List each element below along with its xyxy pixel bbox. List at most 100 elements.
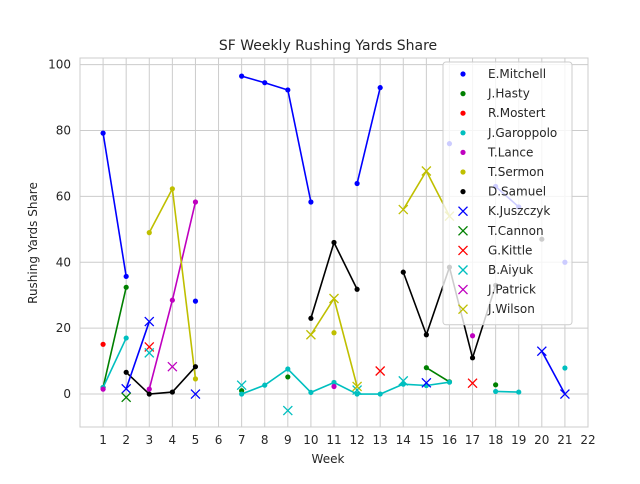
- legend-marker-k-juszczyk: [458, 206, 468, 217]
- data-point-j-wilson: [352, 381, 363, 392]
- y-tick-label: 100: [48, 58, 71, 72]
- data-point-j-hasty: [423, 365, 429, 371]
- series-line-j-garoppolo: [241, 368, 450, 395]
- legend-box: [442, 61, 573, 326]
- x-tick-label: 1: [99, 433, 107, 447]
- data-point-j-garoppolo: [285, 366, 291, 372]
- series-k-juszczyk: [121, 316, 570, 400]
- data-point-j-patrick: [167, 361, 178, 372]
- series-line-k-juszczyk: [125, 321, 151, 390]
- data-point-d-samuel: [400, 269, 406, 275]
- data-point-e-mitchell: [262, 80, 268, 86]
- legend-marker-r-mostert: [460, 110, 466, 116]
- series-line-e-mitchell: [102, 132, 127, 277]
- series-line-j-hasty: [425, 367, 450, 383]
- data-point-b-aiyuk: [236, 380, 247, 391]
- series-j-wilson: [305, 166, 455, 392]
- data-point-j-hasty: [493, 382, 499, 388]
- legend-marker-e-mitchell: [460, 71, 466, 77]
- series-j-patrick: [167, 361, 178, 372]
- data-point-d-samuel: [192, 364, 199, 370]
- data-point-j-hasty: [123, 284, 129, 290]
- series-line-j-garoppolo: [102, 337, 127, 388]
- legend-label-k-juszczyk: K.Juszczyk: [488, 204, 550, 218]
- x-tick-label: 18: [488, 433, 503, 447]
- data-point-g-kittle: [467, 378, 478, 389]
- data-point-j-wilson: [398, 204, 409, 215]
- x-tick-label: 6: [215, 433, 223, 447]
- data-point-d-samuel: [308, 315, 314, 321]
- legend-label-e-mitchell: E.Mitchell: [488, 67, 546, 81]
- legend-label-j-hasty: J.Hasty: [487, 87, 530, 101]
- data-point-j-garoppolo: [331, 379, 337, 386]
- data-point-e-mitchell: [192, 298, 199, 304]
- x-tick-label: 4: [169, 433, 177, 447]
- legend-marker-b-aiyuk: [458, 265, 468, 275]
- data-point-d-samuel: [354, 286, 360, 292]
- data-point-e-mitchell: [100, 130, 106, 136]
- chart-title: SF Weekly Rushing Yards Share: [219, 38, 437, 54]
- tick-labels: 1 2 3 4 5 6 7 8 9 10 11 12 13 14 15 16 17 18 19 20 21 2202040…: [48, 58, 596, 447]
- y-tick-label: 60: [56, 189, 71, 203]
- data-point-r-mostert: [100, 341, 106, 347]
- legend-label-d-samuel: D.Samuel: [488, 185, 546, 199]
- x-tick-label: 16: [442, 433, 457, 447]
- series-j-garoppolo: [100, 335, 568, 397]
- y-tick-label: 40: [56, 255, 71, 269]
- data-point-e-mitchell: [285, 87, 291, 93]
- series-b-aiyuk: [144, 347, 409, 416]
- data-point-k-juszczyk: [121, 383, 132, 394]
- data-point-t-cannon: [121, 392, 132, 403]
- legend-label-j-patrick: J.Patrick: [487, 283, 536, 297]
- data-point-d-samuel: [146, 391, 152, 397]
- data-point-t-lance: [192, 199, 199, 205]
- x-tick-label: 7: [238, 433, 246, 447]
- legend-label-t-lance: T.Lance: [487, 145, 533, 159]
- data-point-k-juszczyk: [421, 377, 432, 388]
- legend-marker-d-samuel: [460, 189, 466, 195]
- data-point-t-lance: [469, 333, 476, 339]
- legend-marker-t-sermon: [460, 169, 466, 175]
- x-tick-label: 10: [303, 433, 318, 447]
- legend-marker-j-patrick: [458, 284, 468, 295]
- data-point-t-lance: [169, 297, 175, 303]
- x-tick-label: 21: [557, 433, 572, 447]
- series-line-d-samuel: [125, 366, 197, 395]
- x-tick-label: 19: [511, 433, 526, 447]
- data-point-t-lance: [331, 383, 337, 390]
- series-line-j-hasty: [102, 287, 127, 388]
- legend-label-r-mostert: R.Mostert: [488, 106, 546, 120]
- data-point-k-juszczyk: [144, 316, 155, 327]
- series-t-lance: [100, 199, 476, 392]
- x-tick-label: 22: [580, 433, 595, 447]
- legend-marker-t-cannon: [458, 225, 468, 236]
- x-tick-label: 13: [373, 433, 388, 447]
- data-point-t-sermon: [169, 186, 175, 192]
- legend-label-t-sermon: T.Sermon: [487, 165, 544, 179]
- series-line-e-mitchell: [356, 87, 381, 184]
- data-point-j-garoppolo: [562, 365, 568, 371]
- data-point-d-samuel: [169, 389, 175, 395]
- x-tick-label: 3: [145, 433, 153, 447]
- data-point-j-wilson: [329, 293, 339, 304]
- data-point-b-aiyuk: [144, 347, 155, 358]
- data-point-b-aiyuk: [398, 375, 409, 386]
- legend-marker-t-lance: [460, 149, 466, 155]
- y-tick-label: 0: [63, 387, 71, 401]
- legend-label-g-kittle: G.Kittle: [488, 243, 532, 257]
- series-t-cannon: [121, 392, 132, 403]
- data-point-e-mitchell: [239, 73, 245, 79]
- data-point-e-mitchell: [377, 85, 383, 91]
- data-point-t-sermon: [146, 230, 152, 236]
- data-point-k-juszczyk: [190, 389, 201, 400]
- data-point-d-samuel: [331, 239, 337, 246]
- data-point-j-garoppolo: [239, 391, 245, 397]
- legend-marker-j-wilson: [458, 304, 468, 315]
- data-point-d-samuel: [423, 332, 429, 338]
- data-point-d-samuel: [123, 369, 129, 375]
- data-point-j-garoppolo: [493, 388, 499, 395]
- x-tick-label: 15: [419, 433, 434, 447]
- data-point-j-wilson: [421, 166, 432, 176]
